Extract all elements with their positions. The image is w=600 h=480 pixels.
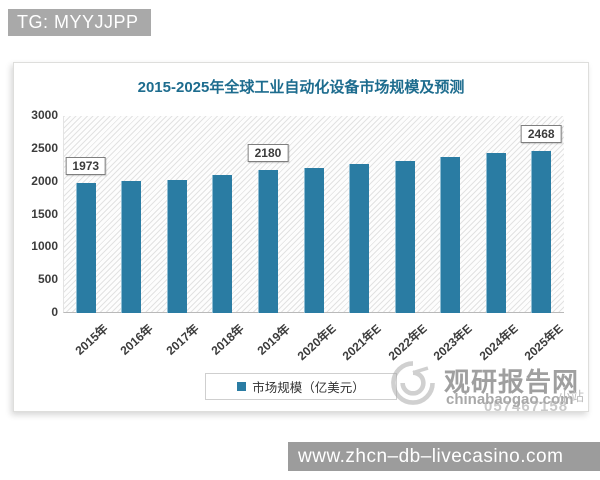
bar bbox=[121, 181, 142, 313]
x-tick-label: 2015年 bbox=[72, 321, 111, 358]
x-tick-label: 2020年E bbox=[294, 321, 339, 364]
y-tick-label: 1000 bbox=[31, 239, 58, 254]
legend-label: 市场规模（亿美元） bbox=[252, 381, 365, 395]
x-tick-label: 2021年E bbox=[339, 321, 384, 364]
y-tick-label: 1500 bbox=[31, 206, 58, 221]
bar bbox=[75, 183, 96, 313]
y-tick-label: 500 bbox=[37, 272, 58, 287]
x-tick-label: 2022年E bbox=[385, 321, 430, 364]
y-tick-label: 3000 bbox=[31, 108, 58, 122]
x-tick-label: 2017年 bbox=[163, 321, 202, 358]
bar bbox=[303, 167, 324, 313]
bar bbox=[485, 152, 506, 313]
y-tick-label: 0 bbox=[51, 305, 58, 319]
legend-marker-icon bbox=[237, 382, 247, 391]
bar bbox=[349, 164, 370, 313]
y-tick-label: 2500 bbox=[31, 140, 58, 155]
chart-title: 2015-2025年全球工业自动化设备市场规模及预测 bbox=[137, 79, 465, 96]
x-tick-label: 2019年 bbox=[254, 321, 293, 358]
tg-badge: TG: MYYJJPP bbox=[8, 9, 151, 36]
bar bbox=[440, 157, 461, 313]
bar bbox=[257, 169, 278, 313]
y-tick-label: 2000 bbox=[31, 173, 58, 188]
bar bbox=[531, 150, 552, 313]
x-tick-label: 2025年E bbox=[521, 321, 566, 364]
data-label: 1973 bbox=[65, 157, 107, 176]
bar bbox=[212, 175, 233, 313]
chart-panel: 2015-2025年全球工业自动化设备市场规模及预测 0 500 1000 1500 2… bbox=[13, 62, 589, 412]
x-tick-label: 2023年E bbox=[430, 321, 475, 364]
data-label: 2180 bbox=[247, 143, 289, 162]
legend: 市场规模（亿美元） bbox=[205, 373, 397, 400]
footer-url-bar: www.zhcn–db–livecasino.com bbox=[288, 442, 600, 471]
x-tick-label: 2016年 bbox=[117, 321, 157, 358]
x-tick-label: 2018年 bbox=[208, 321, 248, 358]
data-label: 2468 bbox=[520, 124, 562, 143]
bar bbox=[166, 180, 187, 313]
x-tick-label: 2024年E bbox=[476, 321, 521, 364]
bar bbox=[394, 161, 415, 313]
